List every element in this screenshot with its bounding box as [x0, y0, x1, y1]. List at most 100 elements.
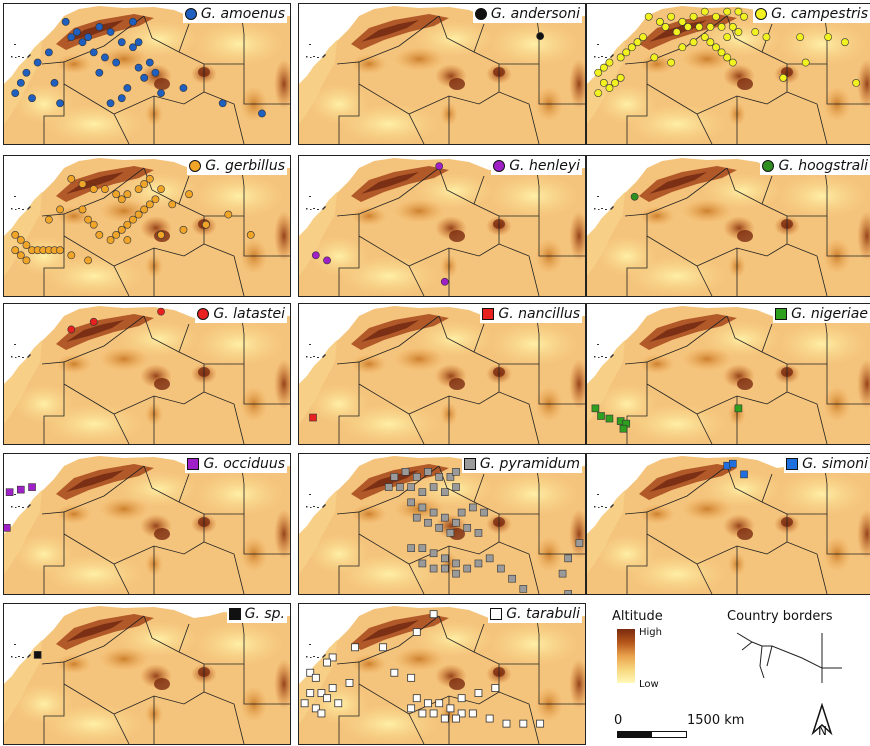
occurrence-point — [124, 236, 131, 243]
occurrence-point — [436, 163, 443, 170]
occurrence-point — [729, 460, 736, 467]
occurrence-point — [419, 710, 426, 717]
map-nancillus — [299, 304, 585, 444]
occurrence-point — [129, 216, 136, 223]
map-simoni — [587, 454, 870, 594]
occurrence-point — [441, 555, 448, 562]
occurrence-point — [85, 33, 92, 40]
occurrence-point — [169, 201, 176, 208]
occurrence-point — [430, 611, 437, 618]
occurrence-point — [419, 504, 426, 511]
square-symbol-icon — [775, 308, 787, 320]
occurrence-point — [458, 695, 465, 702]
occurrence-point — [73, 28, 80, 35]
square-symbol-icon — [229, 608, 241, 620]
occurrence-point — [247, 231, 254, 238]
map-nigeriae — [587, 304, 870, 444]
circle-symbol-icon — [755, 8, 767, 20]
species-name: G. campestris — [771, 6, 868, 22]
circle-symbol-icon — [493, 160, 505, 172]
occurrence-point — [96, 231, 103, 238]
species-name: G. hoogstrali — [778, 158, 868, 174]
border-legend-sample — [732, 628, 852, 698]
occurrence-point — [458, 509, 465, 516]
occurrence-point — [129, 44, 136, 51]
species-label: G. occiduus — [185, 455, 287, 473]
occurrence-point — [79, 206, 86, 213]
occurrence-point — [696, 23, 703, 30]
occurrence-point — [385, 484, 392, 491]
occurrence-point — [258, 110, 265, 117]
occurrence-point — [436, 473, 443, 480]
scale-end: 1500 km — [687, 713, 744, 728]
occurrence-point — [141, 74, 148, 81]
square-symbol-icon — [786, 458, 798, 470]
occurrence-point — [701, 33, 708, 40]
occurrence-point — [520, 585, 527, 592]
occurrence-point — [707, 23, 714, 30]
occurrence-point — [729, 23, 736, 30]
occurrence-point — [631, 193, 638, 200]
occurrence-point — [6, 489, 13, 496]
occurrence-point — [118, 226, 125, 233]
circle-symbol-icon — [762, 160, 774, 172]
occurrence-point — [329, 685, 336, 692]
circle-symbol-icon — [475, 8, 487, 20]
occurrence-point — [157, 308, 164, 315]
occurrence-point — [17, 252, 24, 259]
occurrence-point — [28, 95, 35, 102]
occurrence-point — [90, 49, 97, 56]
occurrence-point — [645, 13, 652, 20]
occurrence-point — [639, 33, 646, 40]
occurrence-point — [617, 74, 624, 81]
map-panel-occiduus: G. occiduus — [3, 453, 291, 595]
occurrence-point — [623, 49, 630, 56]
circle-symbol-icon — [197, 308, 209, 320]
occurrence-point — [107, 236, 114, 243]
occurrence-point — [424, 468, 431, 475]
occurrence-point — [853, 79, 860, 86]
occurrence-point — [318, 710, 325, 717]
map-panel-pyramidum: G. pyramidum — [298, 453, 586, 595]
occurrence-point — [724, 8, 731, 15]
species-name: G. latastei — [213, 306, 285, 322]
occurrence-point — [430, 509, 437, 516]
occurrence-point — [17, 79, 24, 86]
altitude-low-label: Low — [639, 679, 659, 690]
occurrence-point — [668, 13, 675, 20]
occurrence-point — [576, 540, 583, 547]
occurrence-point — [396, 484, 403, 491]
occurrence-point — [68, 33, 75, 40]
occurrence-point — [419, 560, 426, 567]
occurrence-point — [825, 33, 832, 40]
occurrence-point — [595, 69, 602, 76]
occurrence-point — [430, 565, 437, 572]
occurrence-point — [537, 32, 544, 39]
occurrence-point — [634, 39, 641, 46]
occurrence-point — [408, 674, 415, 681]
occurrence-point — [592, 405, 599, 412]
occurrence-point — [735, 8, 742, 15]
occurrence-point — [486, 715, 493, 722]
map-occiduus — [4, 454, 290, 594]
species-label: G. tarabuli — [488, 605, 582, 623]
occurrence-point — [56, 247, 63, 254]
map-hoogstrali — [587, 156, 870, 296]
occurrence-point — [118, 196, 125, 203]
occurrence-point — [113, 59, 120, 66]
occurrence-point — [152, 69, 159, 76]
occurrence-point — [520, 720, 527, 727]
occurrence-point — [90, 185, 97, 192]
species-name: G. gerbillus — [205, 158, 285, 174]
occurrence-point — [408, 484, 415, 491]
occurrence-point — [45, 49, 52, 56]
occurrence-point — [441, 514, 448, 521]
occurrence-point — [413, 473, 420, 480]
occurrence-point — [453, 570, 460, 577]
occurrence-point — [4, 524, 10, 531]
occurrence-point — [107, 28, 114, 35]
occurrence-point — [679, 44, 686, 51]
occurrence-point — [323, 257, 330, 264]
occurrence-point — [509, 575, 516, 582]
occurrence-point — [413, 629, 420, 636]
